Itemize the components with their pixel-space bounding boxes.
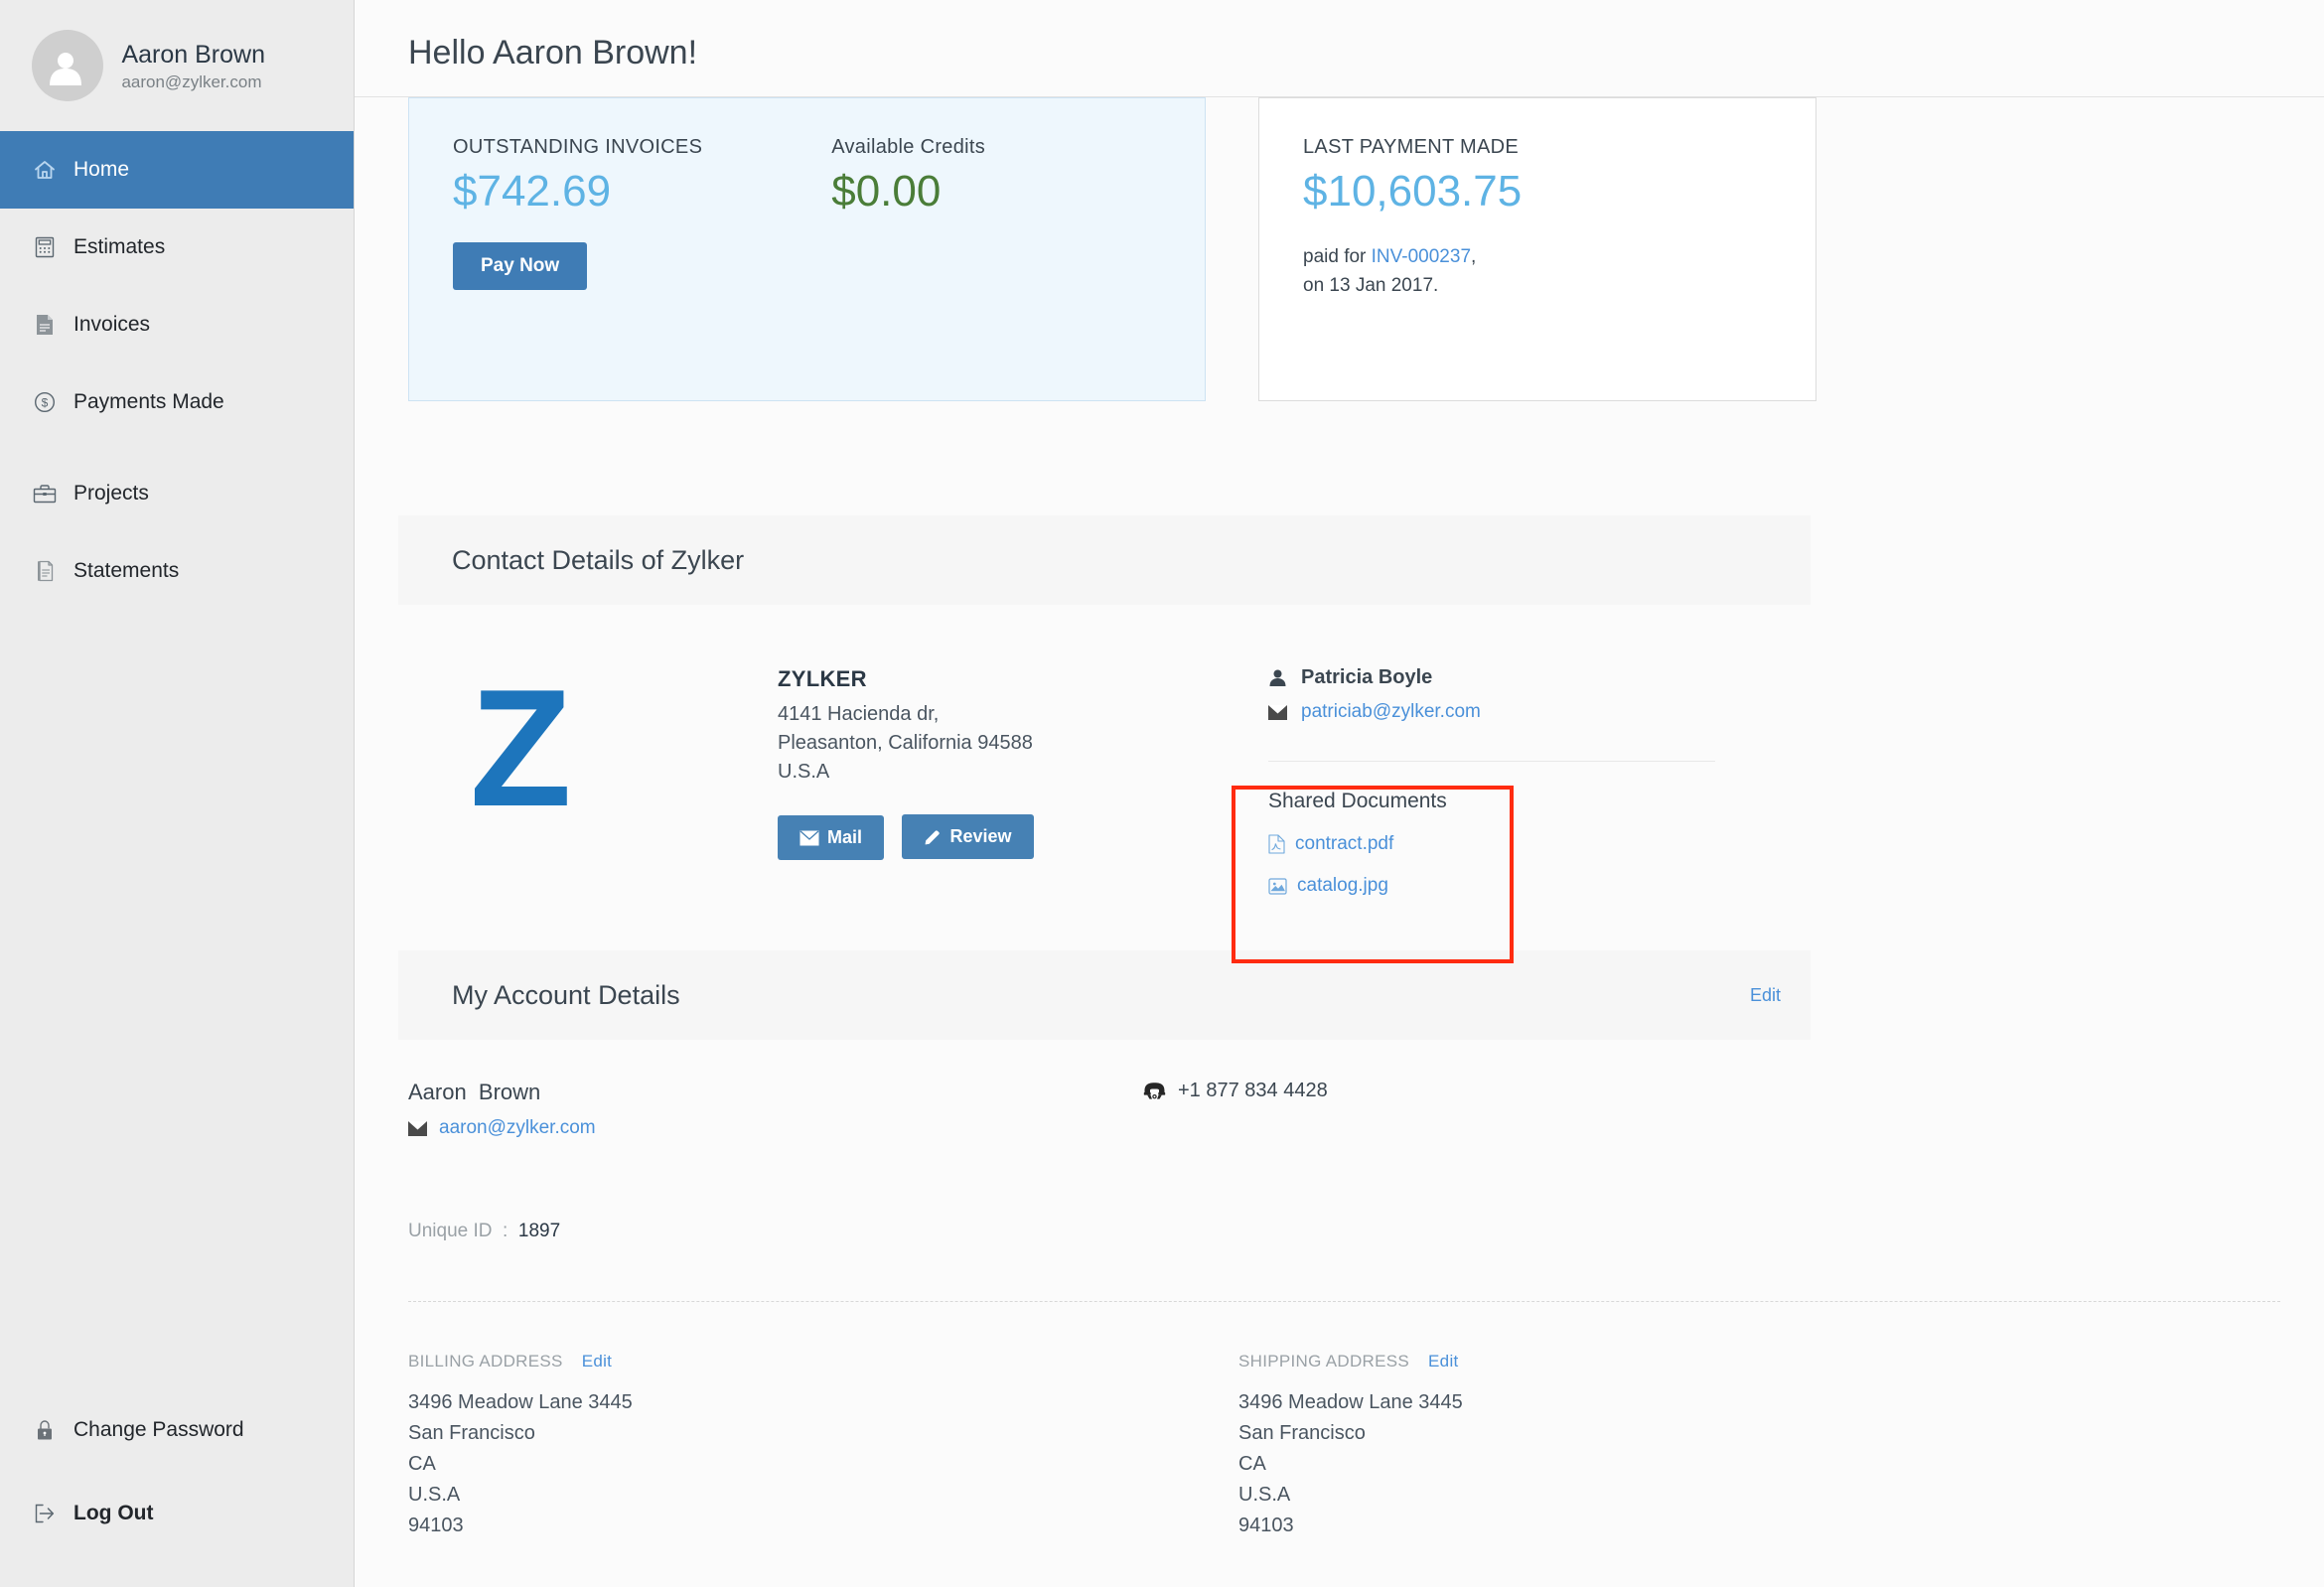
svg-text:$: $ — [42, 396, 49, 410]
